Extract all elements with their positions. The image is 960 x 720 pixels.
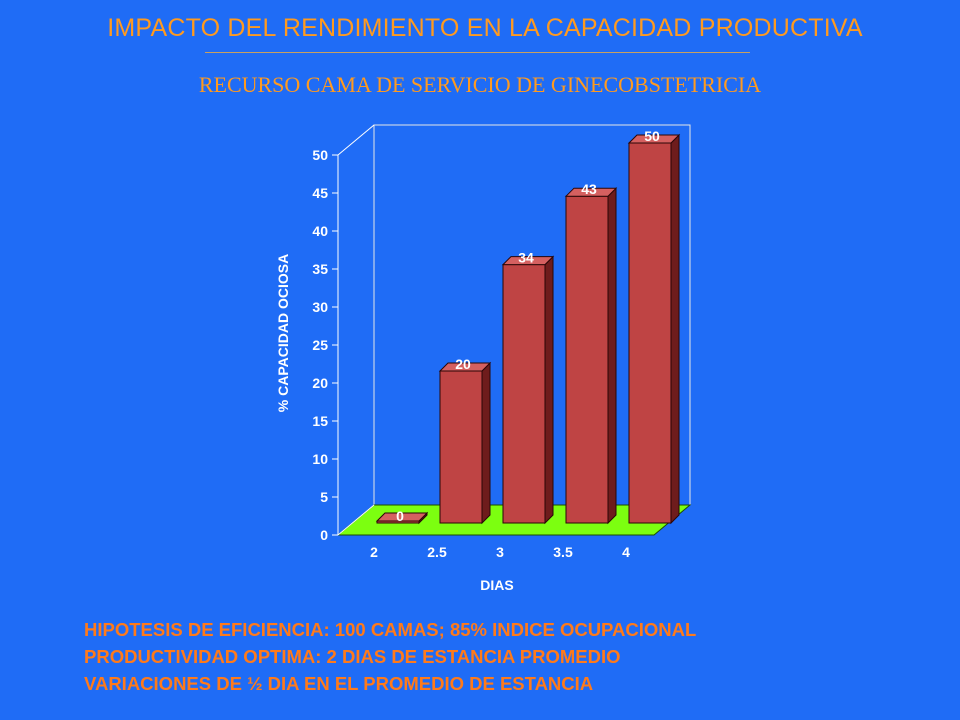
bar-side <box>481 361 491 525</box>
bar-top <box>564 187 618 197</box>
data-label: 0 <box>396 508 404 524</box>
bar-top <box>438 362 492 372</box>
chart-bars <box>375 133 681 525</box>
y-tick-label: 15 <box>312 413 328 429</box>
bar-side <box>544 255 554 525</box>
bar-side <box>607 186 617 525</box>
y-tick-label: 50 <box>312 147 328 163</box>
data-label: 34 <box>518 250 534 266</box>
bar-top <box>375 512 429 522</box>
data-label: 20 <box>455 356 471 372</box>
y-tick-label: 5 <box>320 489 328 505</box>
title-underline <box>205 52 750 53</box>
bar <box>439 370 483 524</box>
slide-title: IMPACTO DEL RENDIMIENTO EN LA CAPACIDAD … <box>107 14 863 42</box>
chart-labels: 0 5 10 15 20 25 30 35 40 45 50 % CAPACIDAD OCIOSA 0 2… <box>275 128 660 593</box>
bar <box>628 142 672 524</box>
y-tick-label: 45 <box>312 185 328 201</box>
x-tick-label: 2 <box>370 544 378 560</box>
y-tick-label: 35 <box>312 261 328 277</box>
y-tick-label: 40 <box>312 223 328 239</box>
bar <box>502 264 546 524</box>
axis-depth-edge <box>337 124 375 156</box>
slide-subtitle: RECURSO CAMA DE SERVICIO DE GINECOBSTETR… <box>198 72 762 97</box>
y-tick-label: 25 <box>312 337 328 353</box>
y-tick-label: 30 <box>312 299 328 315</box>
x-tick-label: 3 <box>496 544 504 560</box>
x-tick-label: 3.5 <box>553 544 573 560</box>
x-axis-label: DIAS <box>480 577 513 593</box>
bar-side <box>670 133 680 525</box>
note-line: PRODUCTIVIDAD OPTIMA: 2 DIAS DE ESTANCIA… <box>84 646 621 667</box>
notes-block: HIPOTESIS DE EFICIENCIA: 100 CAMAS; 85% … <box>84 616 696 697</box>
bar <box>565 195 609 524</box>
data-label: 50 <box>644 128 660 144</box>
y-tick-label: 0 <box>320 527 328 543</box>
y-tick-label: 20 <box>312 375 328 391</box>
x-tick-label: 4 <box>622 544 630 560</box>
bar-top <box>627 134 681 144</box>
bar-top <box>501 256 555 266</box>
y-axis-label: % CAPACIDAD OCIOSA <box>275 254 291 412</box>
y-tick-label: 10 <box>312 451 328 467</box>
note-line: VARIACIONES DE ½ DIA EN EL PROMEDIO DE E… <box>84 673 594 694</box>
note-line: HIPOTESIS DE EFICIENCIA: 100 CAMAS; 85% … <box>84 619 697 640</box>
axis-depth-edge <box>337 504 375 536</box>
chart-back-wall <box>373 124 691 505</box>
x-tick-label: 2.5 <box>427 544 447 560</box>
data-label: 43 <box>581 181 597 197</box>
